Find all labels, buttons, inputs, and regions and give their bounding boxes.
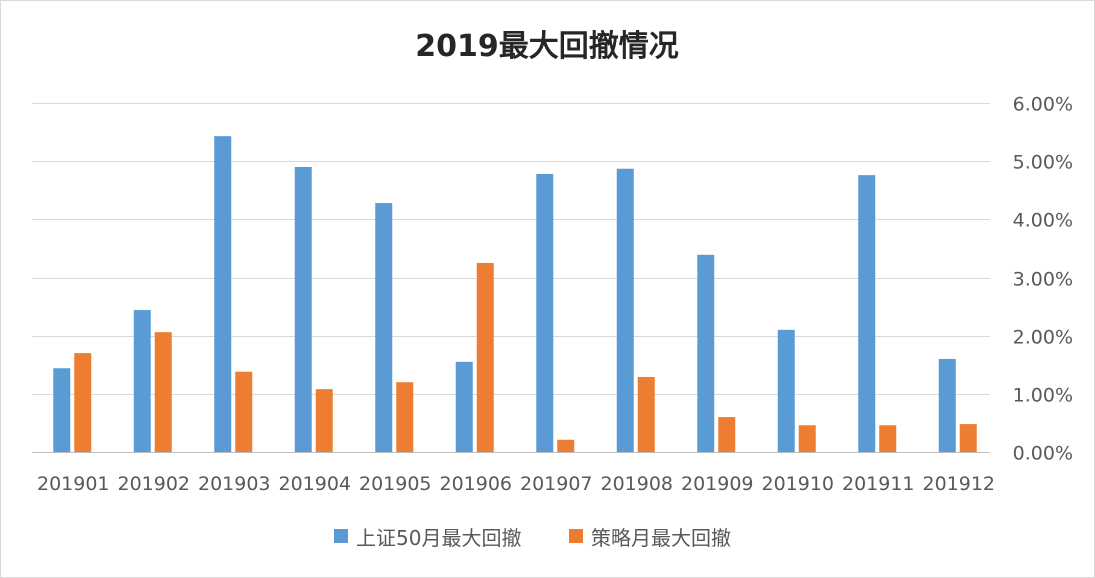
x-tick-label: 201902	[117, 473, 190, 495]
bar-sse50-201902	[133, 310, 151, 452]
bar-strategy-201904	[315, 389, 333, 452]
x-tick-label: 201911	[842, 473, 915, 495]
x-tick-label: 201905	[359, 473, 432, 495]
bar-sse50-201912	[938, 358, 956, 452]
y-tick-label: 3.00%	[1013, 269, 1073, 291]
x-tick-label: 201907	[520, 473, 593, 495]
bar-sse50-201908	[616, 168, 634, 452]
bar-strategy-201902	[154, 332, 172, 452]
x-tick-label: 201910	[761, 473, 834, 495]
x-tick-label: 201904	[278, 473, 351, 495]
y-tick-label: 6.00%	[1013, 94, 1073, 116]
bar-strategy-201905	[396, 382, 414, 452]
legend-swatch-sse50	[334, 529, 348, 543]
bar-sse50-201909	[697, 254, 715, 452]
legend-label-strategy: 策略月最大回撤	[591, 526, 731, 550]
x-tick-label: 201908	[600, 473, 673, 495]
x-tick-label: 201912	[922, 473, 995, 495]
y-tick-label: 4.00%	[1013, 210, 1073, 232]
y-tick-label: 0.00%	[1013, 443, 1073, 465]
x-tick-label: 201906	[439, 473, 512, 495]
bar-sse50-201901	[53, 368, 71, 452]
bar-strategy-201911	[879, 425, 897, 452]
bar-strategy-201908	[637, 376, 655, 452]
bar-strategy-201912	[959, 424, 977, 452]
bar-strategy-201903	[235, 371, 253, 452]
x-tick-label: 201909	[681, 473, 754, 495]
bar-sse50-201911	[858, 175, 876, 453]
bar-sse50-201903	[214, 136, 232, 452]
bar-strategy-201907	[557, 439, 575, 452]
bar-sse50-201906	[455, 361, 473, 452]
y-tick-label: 5.00%	[1013, 152, 1073, 174]
bar-strategy-201909	[718, 417, 736, 452]
bar-sse50-201907	[536, 173, 554, 453]
y-tick-label: 1.00%	[1013, 385, 1073, 407]
bar-strategy-201906	[476, 262, 494, 452]
bar-sse50-201910	[777, 329, 795, 452]
bar-sse50-201904	[294, 166, 312, 452]
bar-strategy-201910	[798, 425, 816, 452]
bar-sse50-201905	[375, 203, 393, 452]
legend-swatch-strategy	[569, 529, 583, 543]
bar-strategy-201901	[74, 353, 92, 452]
chart-title: 2019最大回撤情况	[415, 29, 679, 64]
x-tick-label: 201901	[37, 473, 110, 495]
y-tick-label: 2.00%	[1013, 327, 1073, 349]
x-tick-label: 201903	[198, 473, 271, 495]
legend-label-sse50: 上证50月最大回撤	[356, 526, 521, 550]
